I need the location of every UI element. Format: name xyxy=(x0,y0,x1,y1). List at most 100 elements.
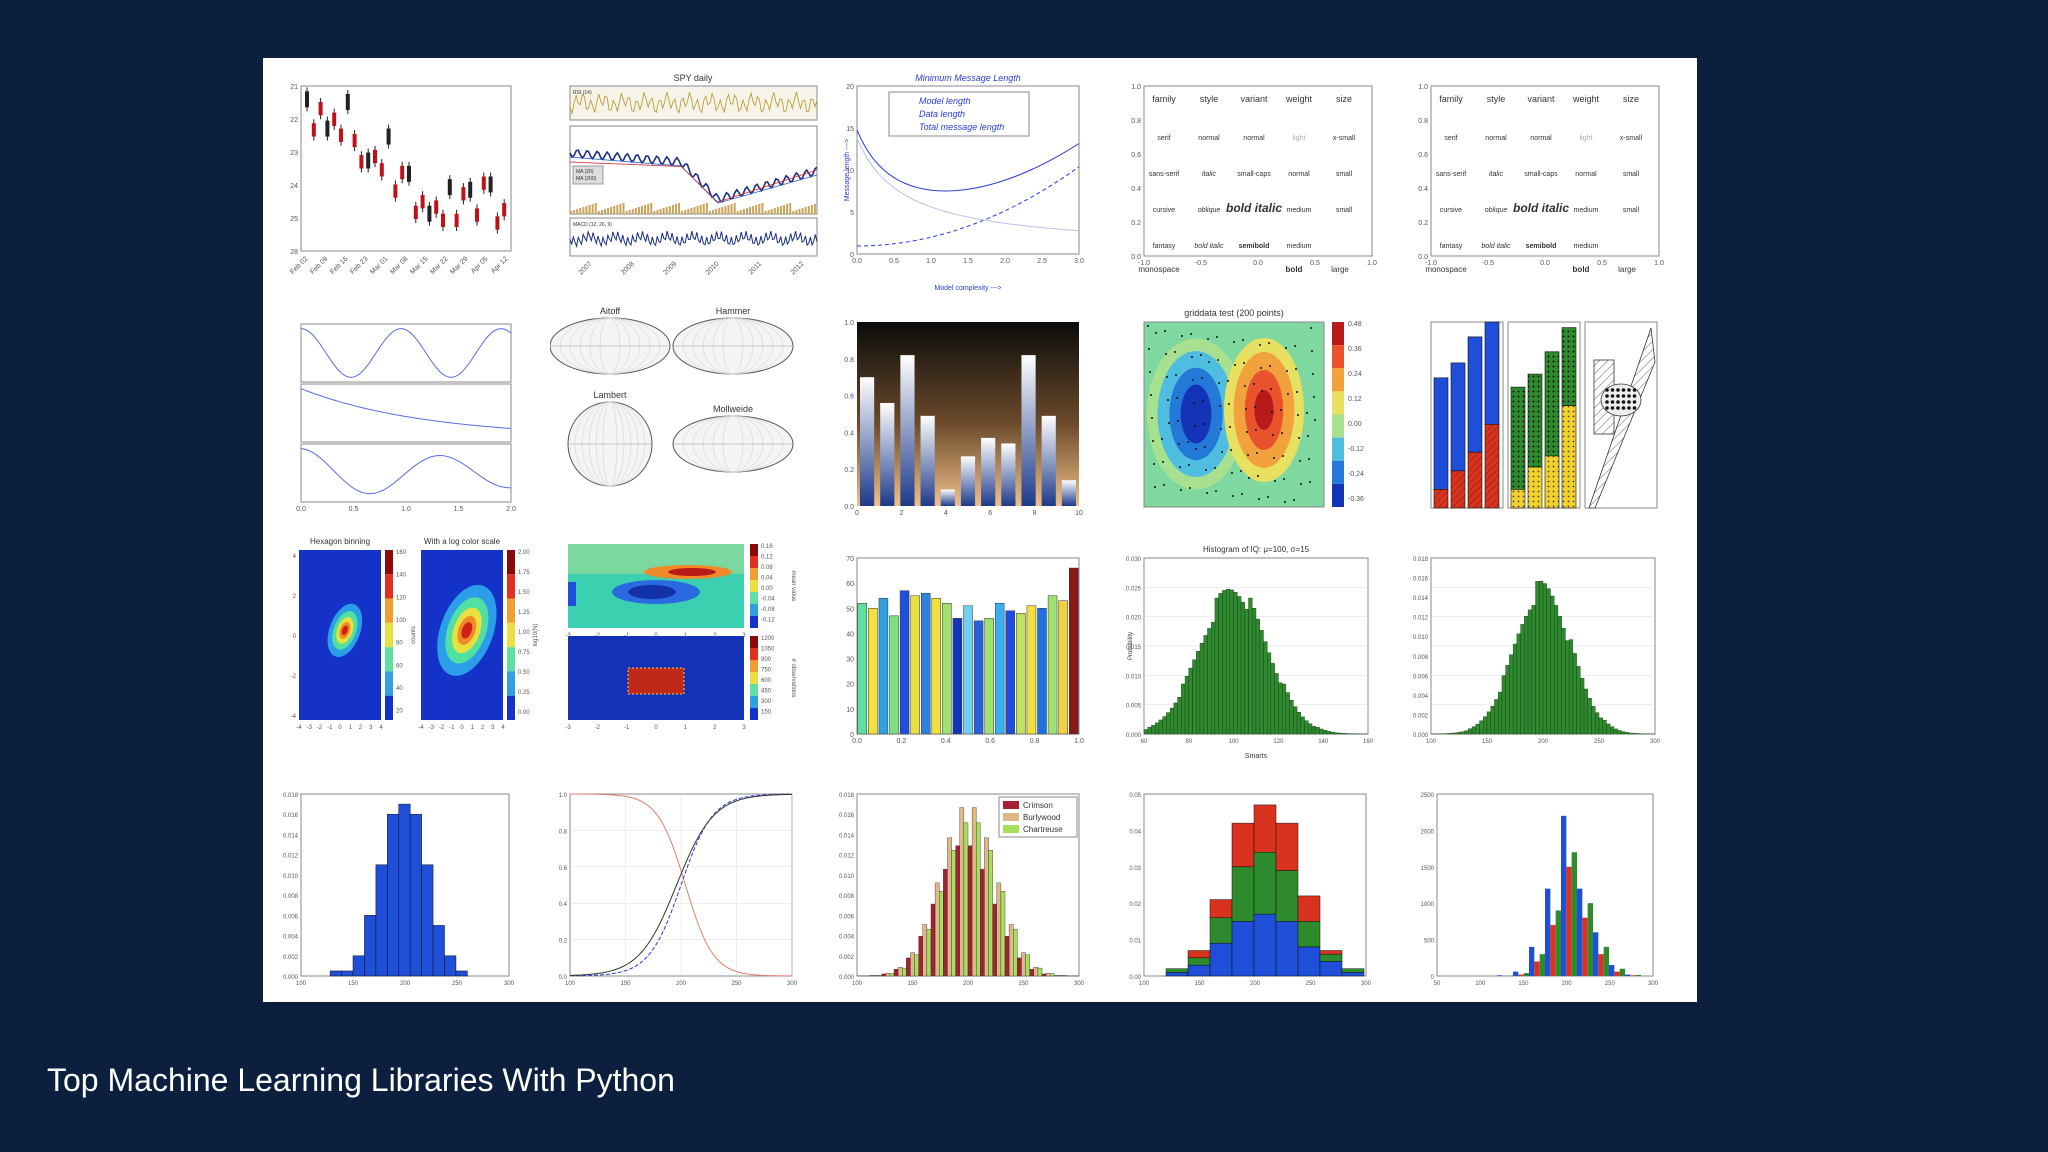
candle-body xyxy=(495,216,500,230)
colorbar-label: 120 xyxy=(396,595,407,601)
colorbar-segment xyxy=(750,684,758,696)
histogram-bar xyxy=(1199,642,1204,735)
volume-bar xyxy=(758,204,761,214)
candle-body xyxy=(481,176,486,190)
colorbar-segment xyxy=(750,696,758,708)
histogram-bar xyxy=(1270,663,1275,735)
y-tick-label: 0.015 xyxy=(1126,645,1142,651)
y-tick-label: 0.04 xyxy=(1129,829,1141,835)
volume-bar xyxy=(637,207,640,214)
histogram-bar xyxy=(409,813,422,977)
ellipse-dot xyxy=(1627,388,1631,392)
table-header: size xyxy=(1336,94,1352,104)
ma200-line xyxy=(569,161,818,203)
ellipse-dot xyxy=(1627,394,1631,398)
x-tick-label: 3 xyxy=(369,725,373,731)
histogram-bar xyxy=(1300,716,1305,735)
hexbin-density xyxy=(461,622,473,639)
stacked-hist-bar xyxy=(1187,950,1211,959)
stacked-bar-red xyxy=(1433,489,1449,509)
y-tick-label: 500 xyxy=(1424,939,1435,945)
grouped-bar xyxy=(976,822,981,977)
table-cell: normal xyxy=(1198,135,1220,142)
grouped-bar xyxy=(1008,924,1014,977)
x-tick-label: 3 xyxy=(742,725,746,731)
histogram-bar xyxy=(1535,581,1540,735)
stacked-hist-bar xyxy=(1297,895,1321,922)
histogram-bar xyxy=(1550,595,1555,735)
colorbar-label: 100 xyxy=(396,618,407,624)
x-tick-label: -1.0 xyxy=(1138,260,1150,267)
histogram-bar xyxy=(1158,719,1163,735)
grouped-bar xyxy=(939,891,944,977)
histogram-bar xyxy=(1628,732,1633,735)
colorbar-segment xyxy=(1332,322,1344,346)
table-cell: fantasy xyxy=(1440,243,1463,250)
stacked-hist-bar xyxy=(1253,913,1277,977)
colorbar-label: 0.00 xyxy=(761,586,773,592)
x-tick-label: 0.5 xyxy=(889,258,899,265)
volume-bar xyxy=(813,204,816,214)
gradient-bar xyxy=(920,415,935,506)
colorbar-label: 0.50 xyxy=(518,670,530,676)
stacked-hist-bar xyxy=(1253,851,1277,915)
y-tick-label: 0 xyxy=(1431,975,1435,981)
grouped-bar xyxy=(1033,967,1039,977)
histogram-bar xyxy=(1576,666,1581,735)
colored-bar xyxy=(942,603,952,735)
ellipse-dot xyxy=(1616,388,1620,392)
ellipse-dot xyxy=(1610,394,1615,398)
ellipse-dot xyxy=(1621,388,1626,392)
x-tick-label: Apr 05 xyxy=(470,256,490,276)
x-tick-label: 60 xyxy=(1141,739,1148,745)
x-tick-label: 0.4 xyxy=(941,738,951,745)
histogram-bar xyxy=(1456,732,1462,735)
volume-bar xyxy=(616,205,619,214)
y-tick-label: 0.2 xyxy=(559,939,568,945)
colorbar-label: -0.08 xyxy=(761,607,775,613)
volume-bar xyxy=(625,211,628,214)
x-tick-label: 2012 xyxy=(790,261,806,277)
volume-bar xyxy=(783,205,786,214)
colorbar-segment xyxy=(507,598,515,623)
price-axes xyxy=(569,125,818,215)
x-tick-label: 2 xyxy=(713,725,717,731)
table-footer: monospace xyxy=(1425,265,1467,274)
x-tick-label: 0.5 xyxy=(349,506,359,513)
histogram-bar xyxy=(1281,683,1287,735)
sample-point xyxy=(1306,412,1308,414)
sample-point xyxy=(1267,496,1269,498)
histogram-bar xyxy=(1259,630,1264,735)
sample-point xyxy=(1229,426,1231,428)
volume-bar xyxy=(715,209,718,214)
sample-point xyxy=(1164,330,1166,332)
histogram-bar xyxy=(1553,605,1559,735)
colorbar-label: 160 xyxy=(396,550,407,556)
x-tick-label: 300 xyxy=(787,981,798,987)
ellipse-dot xyxy=(1610,400,1615,404)
sample-point xyxy=(1293,499,1295,501)
x-tick-label: 150 xyxy=(620,981,631,987)
heatmap-hotcore xyxy=(668,568,716,576)
histogram-bar xyxy=(1539,580,1544,735)
histogram-bar xyxy=(1278,682,1283,735)
histogram-bar xyxy=(1453,732,1458,735)
stacked-bar-red xyxy=(1484,424,1500,509)
sample-point xyxy=(1272,434,1274,436)
colorbar-label: 0.16 xyxy=(761,544,773,550)
colorbar-label: 0.75 xyxy=(518,650,530,656)
candle-body xyxy=(400,165,405,180)
grouped-count-bar xyxy=(1577,888,1583,976)
y-tick-label: 0 xyxy=(850,252,854,259)
table-cell: bold italic xyxy=(1194,243,1224,250)
y-tick-label: 0.010 xyxy=(1413,635,1429,641)
stacked-hist-bar xyxy=(1209,899,1233,919)
sample-point xyxy=(1258,498,1260,500)
histogram-bar xyxy=(1501,675,1506,735)
legend-swatch xyxy=(1003,825,1019,833)
colorbar-label: 80 xyxy=(396,641,403,647)
volume-bar xyxy=(721,207,724,214)
x-tick-label: 300 xyxy=(1650,739,1661,745)
stacked-lines-chart: 0.0 0.5 1.0 1.5 2.0 xyxy=(263,294,550,530)
x-tick-label: -3 xyxy=(565,725,571,731)
